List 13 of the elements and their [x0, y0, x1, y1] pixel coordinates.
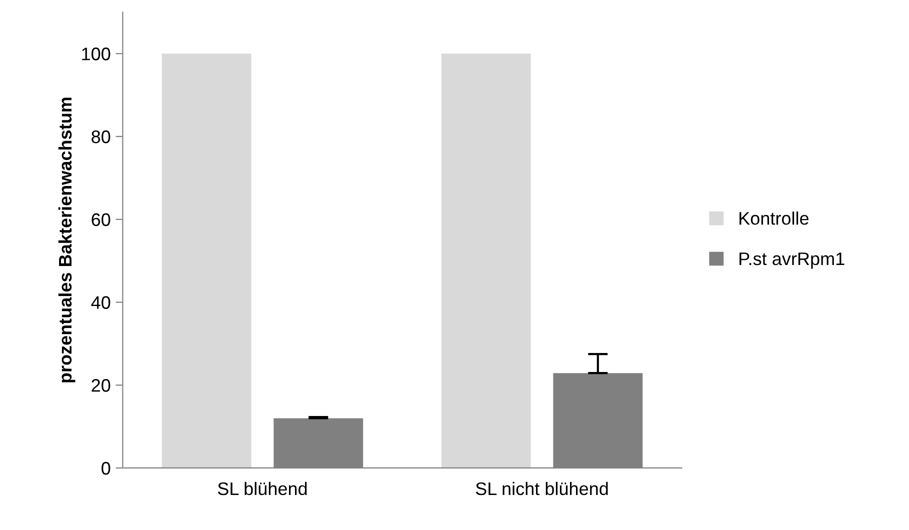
y-tick-label: 40 — [91, 296, 110, 309]
y-tick-label: 0 — [102, 462, 110, 475]
legend-label: Kontrolle — [740, 212, 809, 225]
y-tick-label: 80 — [92, 130, 110, 144]
legend-label: P.st avrRpm1 — [740, 252, 844, 269]
y-tick-label: 60 — [92, 213, 110, 226]
x-tick-label: SL nicht blühend — [476, 482, 608, 496]
bar — [441, 54, 531, 468]
y-axis-title: prozentuales Bakterienwachstum — [58, 98, 76, 382]
x-tick-label: SL blühend — [218, 482, 307, 496]
y-tick-label: 100 — [82, 48, 110, 60]
bar — [162, 54, 252, 468]
y-tick-label: 20 — [92, 379, 110, 392]
